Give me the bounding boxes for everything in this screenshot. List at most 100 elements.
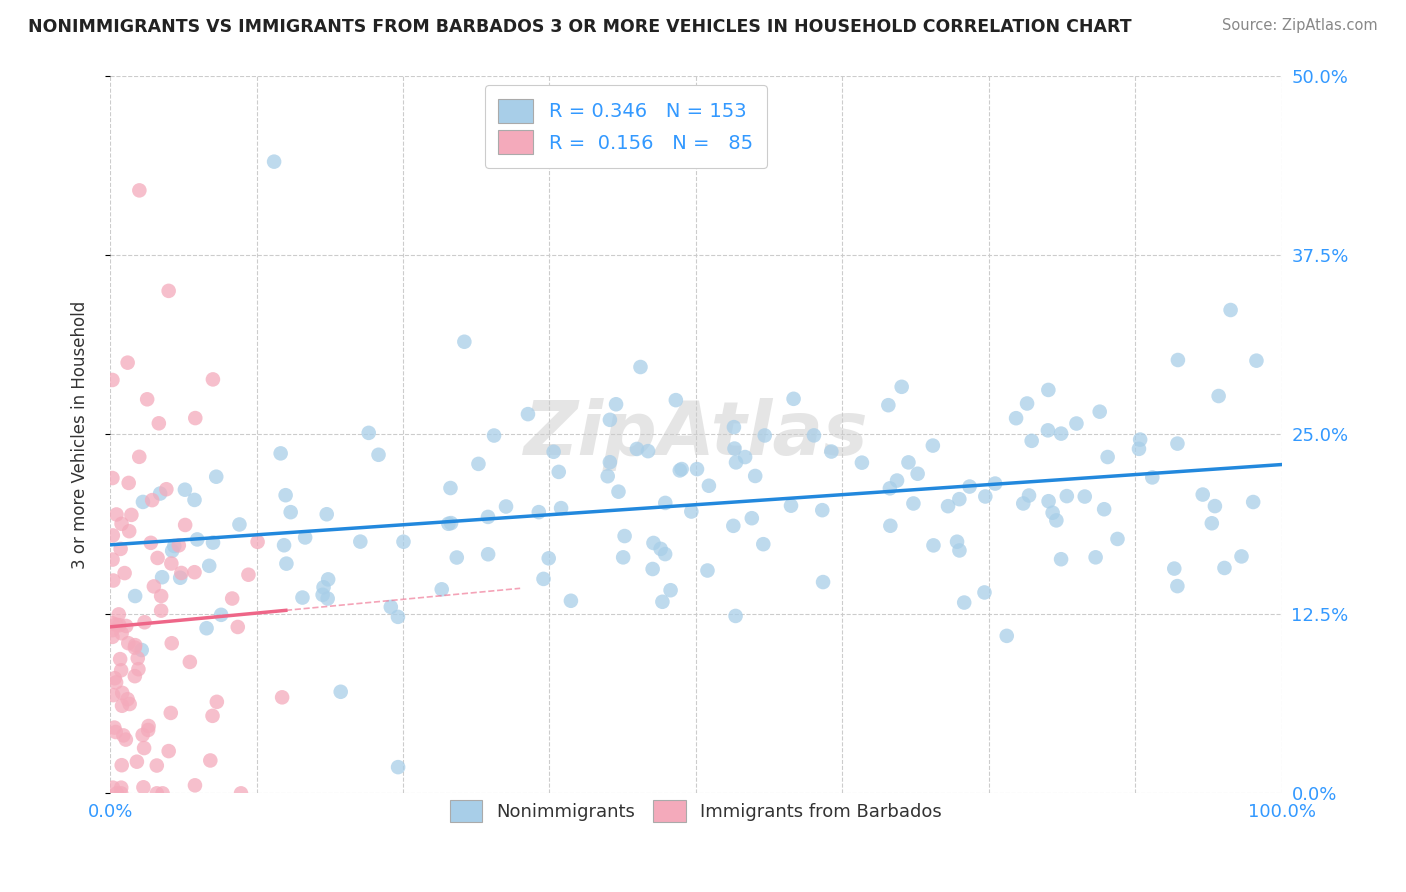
Point [101,780,124,795]
Point [127,651,149,665]
Point [533,572,555,586]
Point [110,780,132,795]
Point [127,662,149,676]
Point [101,373,124,387]
Point [201,709,224,723]
Point [877,398,900,412]
Point [890,380,912,394]
Point [650,541,672,556]
Point [131,643,153,657]
Point [114,566,136,580]
Point [671,462,693,476]
Point [1128,442,1150,456]
Point [851,456,873,470]
Point [132,495,155,509]
Point [440,516,463,530]
Point [387,610,409,624]
Point [103,574,125,588]
Point [146,758,169,772]
Point [276,557,298,571]
Point [101,471,124,485]
Point [349,534,371,549]
Point [953,596,976,610]
Point [138,719,160,733]
Point [124,640,146,655]
Point [120,508,142,522]
Point [1066,417,1088,431]
Point [560,594,582,608]
Point [132,741,155,756]
Point [1050,552,1073,566]
Text: NONIMMIGRANTS VS IMMIGRANTS FROM BARBADOS 3 OR MORE VEHICLES IN HOUSEHOLD CORREL: NONIMMIGRANTS VS IMMIGRANTS FROM BARBADO… [28,18,1132,36]
Point [157,744,180,758]
Point [1084,550,1107,565]
Point [155,482,177,496]
Point [665,393,688,408]
Point [246,534,269,549]
Point [392,534,415,549]
Point [879,518,901,533]
Point [547,465,569,479]
Point [437,516,460,531]
Point [124,669,146,683]
Point [357,425,380,440]
Point [163,539,186,553]
Point [879,481,901,495]
Point [1042,506,1064,520]
Point [430,582,453,597]
Point [202,535,225,549]
Point [467,457,489,471]
Point [723,519,745,533]
Point [111,758,134,772]
Point [659,583,682,598]
Point [101,528,124,542]
Point [108,652,131,666]
Point [160,557,183,571]
Point [1142,470,1164,484]
Point [782,392,804,406]
Point [1107,532,1129,546]
Point [922,538,945,552]
Point [101,616,124,631]
Point [605,397,627,411]
Point [803,428,825,442]
Point [537,551,560,566]
Point [811,575,834,590]
Point [668,463,690,477]
Point [626,442,648,456]
Point [959,479,981,493]
Point [984,476,1007,491]
Point [651,595,673,609]
Point [174,483,197,497]
Point [115,619,138,633]
Point [134,615,156,630]
Point [612,550,634,565]
Point [179,655,201,669]
Point [149,486,172,500]
Point [973,585,995,599]
Point [921,439,943,453]
Point [1208,389,1230,403]
Point [543,444,565,458]
Point [903,496,925,510]
Point [820,444,842,458]
Point [174,518,197,533]
Point [1167,353,1189,368]
Point [1038,494,1060,508]
Point [186,533,208,547]
Point [128,450,150,464]
Point [105,617,128,632]
Point [183,492,205,507]
Point [146,551,169,566]
Point [141,493,163,508]
Point [200,754,222,768]
Point [477,547,499,561]
Point [131,728,153,742]
Point [117,692,139,706]
Point [132,780,155,795]
Point [744,469,766,483]
Point [101,630,124,644]
Point [312,580,335,594]
Point [105,508,128,522]
Point [108,618,131,632]
